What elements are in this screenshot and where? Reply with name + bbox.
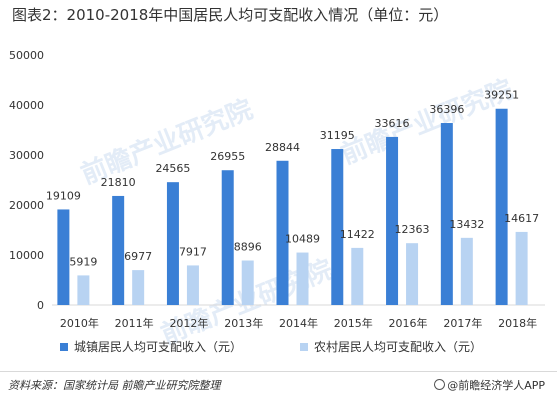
urban-value-label-5: 31195 bbox=[320, 129, 355, 142]
rural-value-label-4: 10489 bbox=[285, 233, 320, 246]
brand-logo-icon bbox=[434, 379, 446, 390]
rural-bar-3 bbox=[241, 260, 254, 305]
brand-credit: @前瞻经济学人APP bbox=[434, 376, 545, 396]
urban-value-label-4: 28844 bbox=[265, 141, 300, 154]
x-tick-label-3: 2013年 bbox=[224, 316, 263, 330]
x-tick-label-6: 2016年 bbox=[389, 316, 428, 330]
rural-value-label-6: 12363 bbox=[395, 223, 430, 236]
rural-value-label-0: 5919 bbox=[69, 255, 97, 268]
y-tick-label: 0 bbox=[37, 299, 44, 312]
urban-bar-7 bbox=[440, 123, 453, 306]
x-tick-label-2: 2012年 bbox=[169, 316, 208, 330]
rural-bar-4 bbox=[296, 252, 309, 305]
urban-value-label-1: 21810 bbox=[101, 176, 136, 189]
rural-bar-6 bbox=[406, 243, 419, 305]
urban-bar-1 bbox=[112, 195, 125, 305]
urban-bar-4 bbox=[276, 160, 289, 305]
urban-bar-2 bbox=[166, 182, 179, 305]
y-tick-label: 30000 bbox=[9, 149, 44, 162]
rural-value-label-1: 6977 bbox=[124, 250, 152, 263]
rural-value-label-8: 14617 bbox=[504, 212, 539, 225]
urban-value-label-0: 19109 bbox=[46, 189, 81, 202]
urban-bar-5 bbox=[331, 149, 344, 305]
footer-divider bbox=[0, 371, 557, 372]
urban-bar-0 bbox=[57, 209, 70, 305]
x-tick-label-8: 2018年 bbox=[498, 316, 537, 330]
urban-bar-6 bbox=[386, 136, 399, 305]
urban-value-label-8: 39251 bbox=[484, 89, 519, 102]
chart-axes: 0 10000 20000 30000 40000 50000 2010年 2011年 2012… bbox=[9, 49, 545, 330]
chart-title: 图表2：2010-2018年中国居民人均可支配收入情况（单位：元） bbox=[12, 6, 449, 24]
x-tick-label-5: 2015年 bbox=[334, 316, 373, 330]
y-tick-label: 50000 bbox=[9, 49, 44, 62]
source-note: 资料来源：国家统计局 前瞻产业研究院整理 bbox=[8, 379, 221, 392]
rural-legend-swatch bbox=[300, 343, 308, 351]
rural-bar-8 bbox=[515, 231, 528, 305]
rural-bar-5 bbox=[351, 247, 364, 305]
rural-value-label-2: 7917 bbox=[179, 245, 207, 258]
rural-bar-7 bbox=[460, 237, 473, 305]
x-tick-label-7: 2017年 bbox=[443, 316, 482, 330]
urban-value-label-6: 33616 bbox=[375, 117, 410, 130]
chart-legend: 城镇居民人均可支配收入（元） 农村居民人均可支配收入（元） bbox=[60, 340, 482, 354]
chart-bars bbox=[57, 108, 528, 306]
chart-data-labels: 19109 5919 21810 6977 24565 7917 26955 8896 2884… bbox=[46, 89, 539, 269]
x-tick-label-1: 2011年 bbox=[115, 316, 154, 330]
urban-bar-3 bbox=[221, 170, 234, 305]
rural-legend-label: 农村居民人均可支配收入（元） bbox=[314, 340, 482, 354]
urban-legend-label: 城镇居民人均可支配收入（元） bbox=[74, 340, 242, 354]
y-tick-label: 10000 bbox=[9, 249, 44, 262]
rural-value-label-5: 11422 bbox=[340, 228, 375, 241]
rural-bar-0 bbox=[77, 275, 90, 305]
rural-value-label-3: 8896 bbox=[234, 241, 262, 254]
urban-value-label-2: 24565 bbox=[155, 162, 190, 175]
rural-bar-1 bbox=[132, 270, 145, 305]
brand-credit-text: @前瞻经济学人APP bbox=[447, 379, 545, 392]
x-tick-label-4: 2014年 bbox=[279, 316, 318, 330]
rural-bar-2 bbox=[186, 265, 199, 305]
urban-bar-8 bbox=[495, 108, 508, 306]
y-tick-label: 20000 bbox=[9, 199, 44, 212]
urban-legend-swatch bbox=[60, 343, 68, 351]
urban-value-label-3: 26955 bbox=[210, 150, 245, 163]
urban-value-label-7: 36396 bbox=[429, 103, 464, 116]
bar-chart: 前瞻产业研究院前瞻产业研究院前瞻产业研究院 010000200003000040… bbox=[9, 49, 545, 354]
x-tick-label-0: 2010年 bbox=[60, 316, 99, 330]
y-tick-label: 40000 bbox=[9, 99, 44, 112]
rural-value-label-7: 13432 bbox=[449, 218, 484, 231]
